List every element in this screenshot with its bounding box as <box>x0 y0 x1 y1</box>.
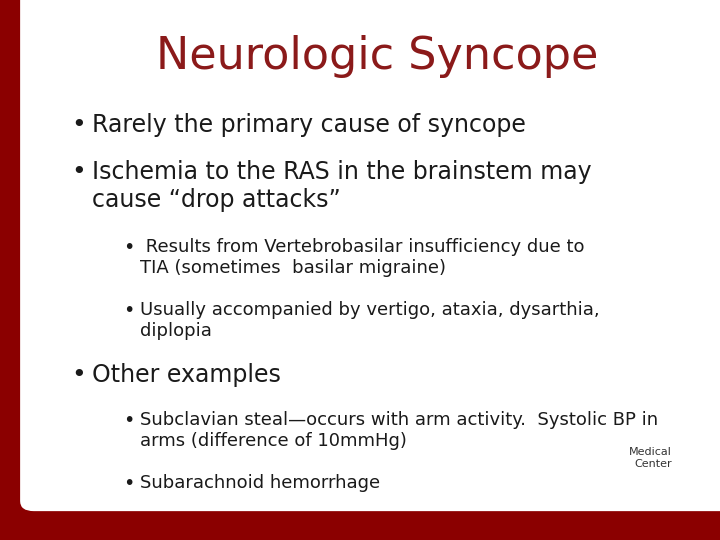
Text: •: • <box>123 238 135 257</box>
Text: •: • <box>71 160 86 184</box>
Text: cause “drop attacks”: cause “drop attacks” <box>92 188 341 212</box>
Text: Subarachnoid hemorrhage: Subarachnoid hemorrhage <box>140 474 380 491</box>
FancyBboxPatch shape <box>20 0 720 511</box>
Text: Results from Vertebrobasilar insufficiency due to: Results from Vertebrobasilar insufficien… <box>140 238 585 256</box>
Text: Neurologic Syncope: Neurologic Syncope <box>156 35 598 78</box>
Text: Medical
Center: Medical Center <box>629 447 672 469</box>
Text: Ischemia to the RAS in the brainstem may: Ischemia to the RAS in the brainstem may <box>92 160 592 184</box>
Text: Rarely the primary cause of syncope: Rarely the primary cause of syncope <box>92 113 526 137</box>
Text: •: • <box>71 363 86 387</box>
Text: TIA (sometimes  basilar migraine): TIA (sometimes basilar migraine) <box>140 259 446 277</box>
Text: •: • <box>123 301 135 320</box>
Text: •: • <box>123 474 135 492</box>
Text: Other examples: Other examples <box>92 363 281 387</box>
Text: diplopia: diplopia <box>140 322 212 340</box>
Text: arms (difference of 10mmHg): arms (difference of 10mmHg) <box>140 432 407 450</box>
FancyBboxPatch shape <box>27 0 720 506</box>
Text: Subclavian steal—occurs with arm activity.  Systolic BP in: Subclavian steal—occurs with arm activit… <box>140 411 658 429</box>
Text: •: • <box>71 113 86 137</box>
Text: •: • <box>123 411 135 430</box>
Text: Usually accompanied by vertigo, ataxia, dysarthia,: Usually accompanied by vertigo, ataxia, … <box>140 301 600 319</box>
